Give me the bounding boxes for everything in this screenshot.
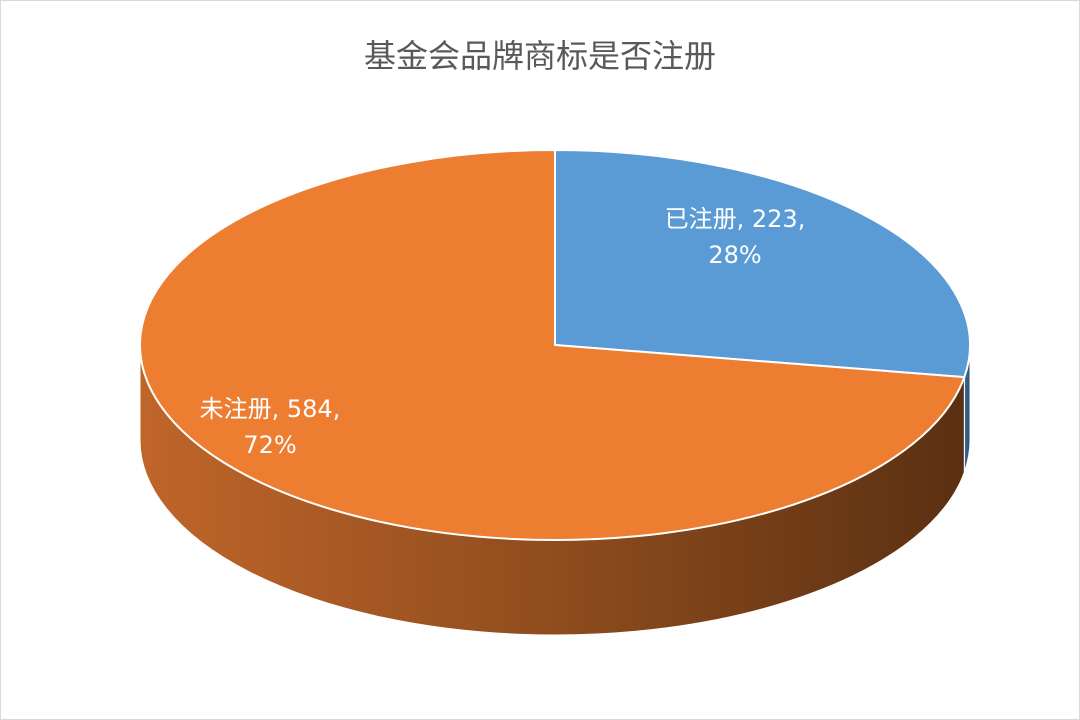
data-label: 已注册, 223,	[665, 205, 806, 233]
data-label: 28%	[708, 241, 761, 269]
chart-title: 基金会品牌商标是否注册	[364, 37, 716, 75]
slice	[554, 148, 971, 379]
slice	[139, 148, 966, 541]
data-label: 72%	[243, 431, 296, 459]
pie: 已注册, 223, 28% 未注册, 584, 72%	[139, 148, 971, 636]
data-label: 未注册, 584,	[200, 395, 341, 423]
